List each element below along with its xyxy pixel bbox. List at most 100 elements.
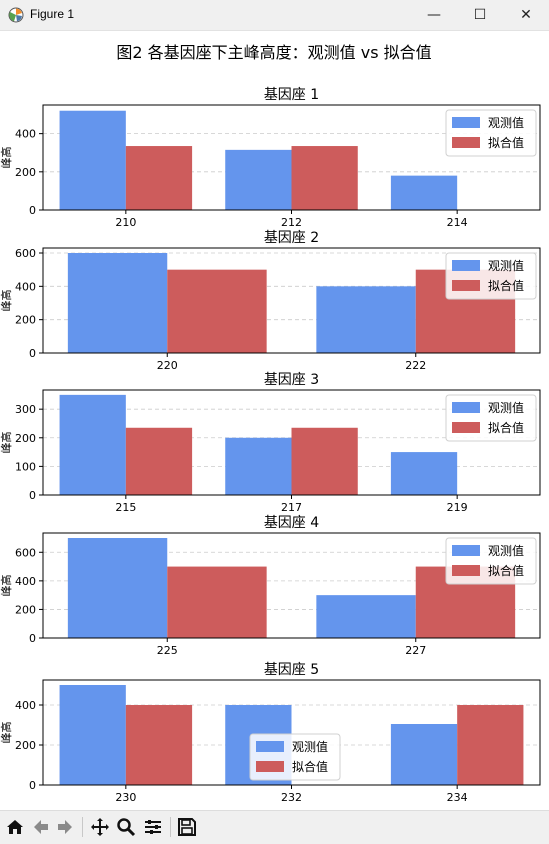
axes-frame [42, 389, 541, 496]
figure-canvas: 图2 各基因座下主峰高度：观测值 vs 拟合值 基因座 10200400峰高21… [0, 43, 541, 804]
y-axis-label: 峰高 [0, 722, 13, 744]
x-tick-label: 230 [115, 791, 136, 804]
configure-subplots-icon[interactable] [142, 816, 164, 838]
y-axis-label: 峰高 [0, 575, 13, 597]
y-tick-label: 400 [15, 575, 36, 588]
legend-label: 拟合值 [488, 278, 524, 293]
legend-label: 拟合值 [292, 759, 328, 774]
legend-label: 拟合值 [488, 420, 524, 435]
axes-frame [42, 679, 541, 786]
bar-fitted [167, 566, 267, 638]
bar-observed [59, 394, 126, 495]
legend-swatch-fitted [256, 761, 284, 772]
maximize-button[interactable]: ☐ [473, 7, 487, 23]
back-icon[interactable] [30, 816, 52, 838]
y-axis-label: 峰高 [0, 147, 13, 169]
x-tick-label: 215 [115, 501, 136, 514]
home-icon[interactable] [4, 816, 26, 838]
x-tick-label: 232 [281, 791, 302, 804]
x-tick-label: 222 [405, 359, 426, 372]
pan-icon[interactable] [89, 816, 111, 838]
window-title: Figure 1 [30, 7, 75, 21]
y-tick-label: 600 [15, 546, 36, 559]
bar-observed [390, 724, 458, 785]
y-tick-label: 100 [15, 460, 36, 473]
bar-observed [225, 437, 292, 495]
x-tick-label: 212 [281, 216, 302, 229]
y-tick-label: 200 [15, 314, 36, 327]
legend-swatch-observed [452, 545, 480, 556]
bar-fitted [125, 146, 193, 210]
subplot-title: 基因座 4 [264, 514, 319, 531]
save-icon[interactable] [176, 816, 198, 838]
axes-frame [42, 247, 541, 354]
legend-label: 拟合值 [488, 135, 524, 150]
x-tick-label: 214 [447, 216, 468, 229]
x-tick-label: 234 [447, 791, 468, 804]
subplot-title: 基因座 5 [264, 661, 319, 678]
bar-fitted [125, 427, 193, 495]
minimize-button[interactable]: — [427, 7, 441, 23]
legend-label: 观测值 [488, 400, 524, 415]
legend-swatch-observed [256, 741, 284, 752]
bar-fitted [457, 705, 524, 785]
legend-label: 拟合值 [488, 563, 524, 578]
close-button[interactable]: ✕ [520, 7, 532, 23]
toolbar-separator [82, 817, 83, 837]
x-tick-label: 227 [405, 644, 426, 657]
bar-fitted [125, 705, 193, 785]
axes-frame [42, 104, 541, 211]
figure-suptitle: 图2 各基因座下主峰高度：观测值 vs 拟合值 [116, 43, 431, 62]
subplot-title: 基因座 3 [264, 371, 319, 388]
legend-label: 观测值 [488, 543, 524, 558]
navigation-toolbar [0, 810, 549, 844]
y-tick-label: 400 [15, 699, 36, 712]
y-tick-label: 200 [15, 603, 36, 616]
forward-icon[interactable] [54, 816, 76, 838]
legend-label: 观测值 [488, 258, 524, 273]
legend-label: 观测值 [292, 739, 328, 754]
bar-fitted [291, 146, 358, 210]
y-axis-label: 峰高 [0, 432, 13, 454]
bar-observed [59, 685, 126, 785]
bar-observed [390, 452, 458, 495]
subplot-title: 基因座 2 [264, 229, 319, 246]
legend-label: 观测值 [488, 115, 524, 130]
y-tick-label: 0 [29, 632, 36, 645]
legend-swatch-fitted [452, 565, 480, 576]
title-bar: Figure 1 — ☐ ✕ [0, 0, 549, 31]
axes-frame [42, 532, 541, 639]
y-tick-label: 300 [15, 403, 36, 416]
bar-observed [316, 595, 416, 638]
y-tick-label: 400 [15, 280, 36, 293]
bar-observed [316, 286, 416, 353]
y-tick-label: 0 [29, 204, 36, 217]
toolbar-separator [170, 817, 171, 837]
bar-fitted [291, 427, 358, 495]
legend-swatch-fitted [452, 422, 480, 433]
y-axis-label: 峰高 [0, 290, 13, 312]
y-tick-label: 200 [15, 166, 36, 179]
bar-observed [390, 175, 458, 210]
bar-fitted [167, 269, 267, 353]
y-tick-label: 600 [15, 247, 36, 260]
x-tick-label: 219 [447, 501, 468, 514]
legend-swatch-observed [452, 260, 480, 271]
bar-observed [67, 253, 168, 353]
y-tick-label: 0 [29, 347, 36, 360]
legend-swatch-fitted [452, 280, 480, 291]
y-tick-label: 0 [29, 779, 36, 792]
legend-swatch-observed [452, 117, 480, 128]
x-tick-label: 217 [281, 501, 302, 514]
matplotlib-app-icon [8, 7, 24, 23]
bar-observed [67, 538, 168, 638]
x-tick-label: 220 [157, 359, 178, 372]
x-tick-label: 225 [157, 644, 178, 657]
zoom-icon[interactable] [115, 816, 137, 838]
bar-observed [59, 110, 126, 210]
y-tick-label: 200 [15, 739, 36, 752]
y-tick-label: 400 [15, 128, 36, 141]
legend-swatch-observed [452, 402, 480, 413]
subplot-title: 基因座 1 [264, 86, 319, 103]
x-tick-label: 210 [115, 216, 136, 229]
